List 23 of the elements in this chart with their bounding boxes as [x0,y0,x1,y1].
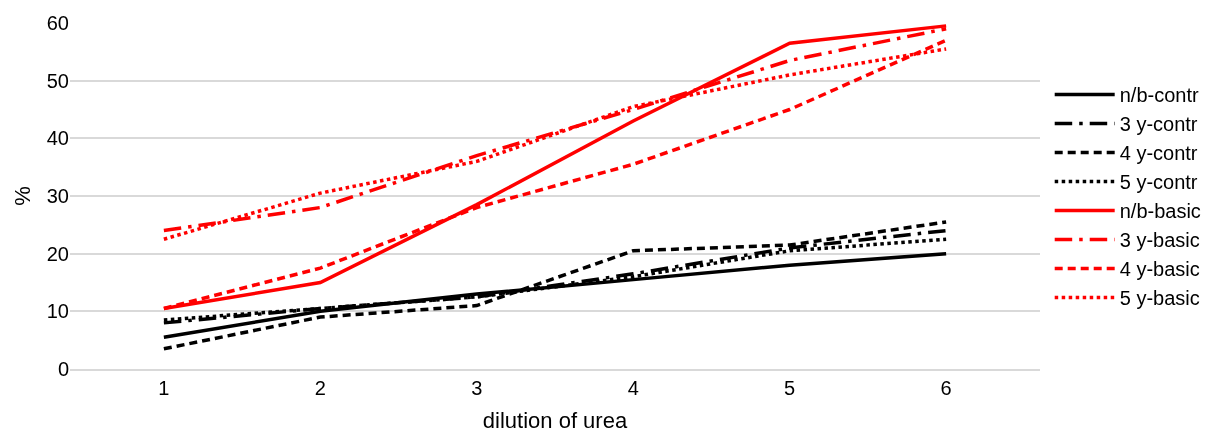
x-tick-label: 3 [471,376,483,399]
y-tick-label: 0 [57,358,69,380]
legend-label: n/b-contr [1119,84,1199,107]
x-tick-label: 2 [314,376,326,399]
y-tick-label: 50 [46,69,69,92]
legend-label: 3 y-contr [1119,113,1198,136]
x-tick-label: 1 [158,376,170,399]
legend-label: 5 y-contr [1119,171,1198,194]
x-tick-label: 5 [784,376,796,399]
y-tick-label: 60 [46,12,69,34]
x-axis-title: dilution of urea [482,408,628,434]
legend-label: 4 y-basic [1119,258,1200,281]
x-tick-label: 4 [627,376,639,399]
legend-label: n/b-basic [1119,200,1201,223]
legend-label: 5 y-basic [1119,287,1200,310]
legend-label: 3 y-basic [1119,229,1200,252]
y-tick-label: 20 [46,242,69,265]
y-tick-label: 40 [46,127,69,150]
y-tick-label: 10 [46,300,69,323]
x-tick-label: 6 [940,376,952,399]
legend-label: 4 y-contr [1119,142,1198,165]
y-tick-label: 30 [46,185,69,207]
y-axis-title: % [9,186,35,206]
